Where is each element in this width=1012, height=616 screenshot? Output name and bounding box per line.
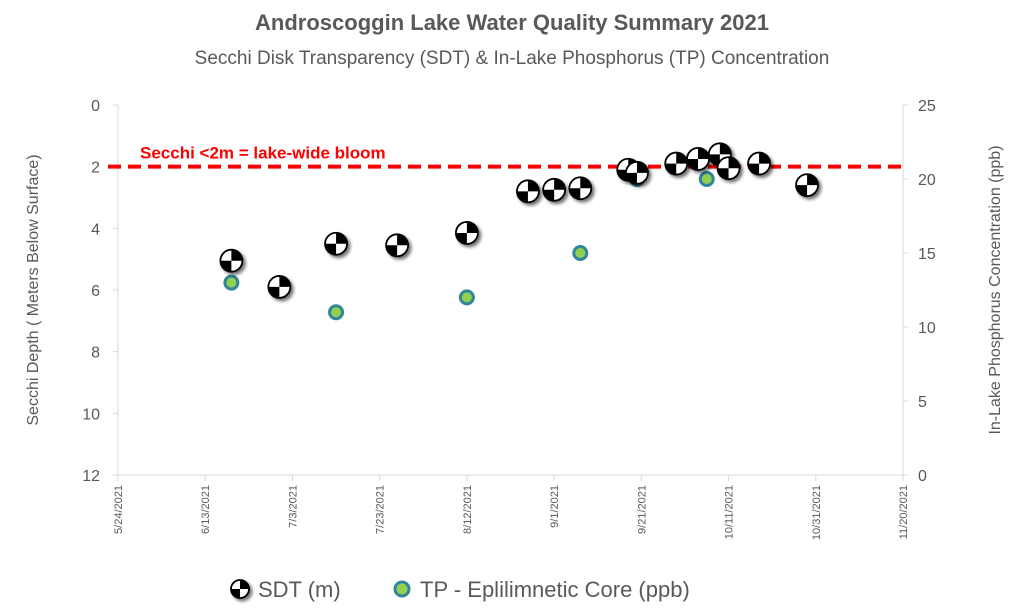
sdt-point — [716, 156, 741, 181]
y-tick-label: 8 — [91, 345, 100, 362]
sdt-point — [219, 248, 244, 273]
x-tick-label: 6/13/2021 — [200, 485, 212, 534]
chart-subtitle: Secchi Disk Transparency (SDT) & In-Lake… — [195, 48, 830, 69]
axes: 0 2 4 6 8 10 12 0 5 10 15 20 25 5/24/2021 6/13/2021 7/3… — [82, 98, 936, 540]
x-tick-label: 8/12/2021 — [462, 485, 474, 534]
tp-point — [328, 304, 345, 321]
sdt-point — [568, 176, 593, 201]
sdt-point — [542, 177, 567, 202]
tp-point — [572, 245, 589, 261]
legend-tp-label: TP - Eplilimnetic Core (ppb) — [420, 577, 690, 602]
x-tick-label: 9/1/2021 — [549, 485, 561, 528]
legend-sdt-label: SDT (m) — [258, 577, 341, 602]
sdt-point — [747, 151, 771, 176]
sdt-point — [385, 233, 410, 258]
y2-tick-label: 5 — [918, 394, 927, 411]
legend-sdt-icon — [230, 579, 250, 599]
sdt-point — [267, 275, 292, 299]
annotation: Secchi <2m = lake-wide bloom — [108, 144, 903, 169]
y-tick-label: 12 — [82, 468, 100, 485]
y-tick-label: 4 — [91, 221, 100, 238]
tp-point — [223, 274, 240, 291]
x-tick-label: 10/11/2021 — [724, 485, 736, 539]
y-tick-label: 10 — [82, 406, 100, 423]
legend-tp-icon — [393, 580, 411, 598]
legend-sdt-disk — [230, 579, 250, 599]
data-marks — [219, 142, 819, 321]
sdt-point — [324, 231, 348, 256]
sdt-point — [454, 221, 479, 245]
sdt-point — [516, 179, 540, 204]
x-tick-label: 10/31/2021 — [811, 485, 823, 540]
chart-title: Androscoggin Lake Water Quality Summary … — [255, 10, 769, 35]
y-axis-label: Secchi Depth ( Meters Below Surface) — [25, 154, 42, 425]
x-tick-label: 7/23/2021 — [375, 485, 387, 534]
legend: SDT (m) TP - Eplilimnetic Core (ppb) — [230, 577, 690, 602]
y2-tick-label: 25 — [918, 98, 936, 115]
bloom-threshold-label: Secchi <2m = lake-wide bloom — [140, 144, 386, 163]
sdt-point — [625, 160, 649, 185]
tp-point — [698, 171, 715, 187]
x-tick-label: 7/3/2021 — [287, 485, 299, 528]
y-tick-label: 6 — [91, 283, 100, 300]
y-tick-label: 2 — [91, 160, 100, 177]
tp-point — [458, 289, 475, 306]
x-tick-label: 11/20/2021 — [898, 485, 910, 539]
y2-tick-label: 20 — [918, 172, 936, 189]
y-tick-label: 0 — [91, 98, 100, 115]
y2-axis-label: In-Lake Phosphorus Concentration (ppb) — [987, 145, 1004, 434]
sdt-point — [686, 147, 710, 171]
x-tick-label: 5/24/2021 — [113, 485, 125, 534]
x-tick-label: 9/21/2021 — [636, 485, 648, 534]
y2-tick-label: 10 — [918, 320, 936, 337]
sdt-point — [795, 173, 819, 198]
y2-tick-label: 0 — [918, 468, 927, 485]
sdt-point — [664, 151, 689, 176]
y2-tick-label: 15 — [918, 246, 936, 263]
